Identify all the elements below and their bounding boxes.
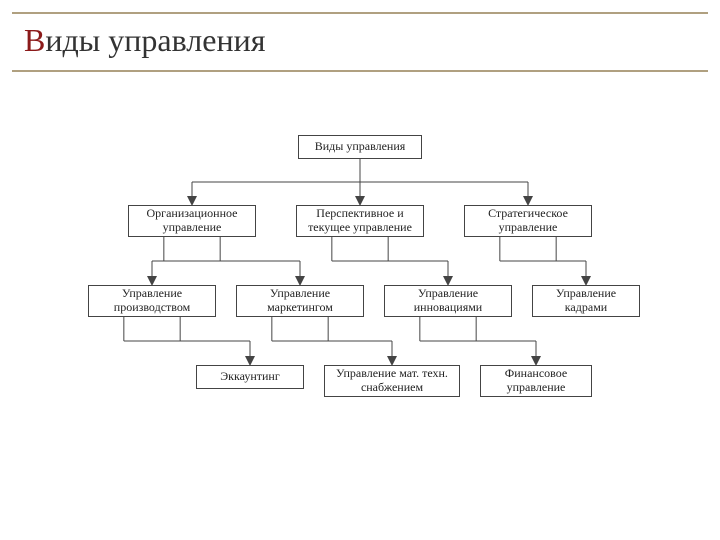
node-l3c: Управление инновациями [384, 285, 512, 317]
node-l3d: Управление кадрами [532, 285, 640, 317]
node-l4c: Финансовое управление [480, 365, 592, 397]
page-title: Виды управления [24, 12, 265, 68]
title-rest: иды управления [45, 22, 265, 58]
node-l2c: Стратегическое управление [464, 205, 592, 237]
node-l4b: Управление мат. техн. снабжением [324, 365, 460, 397]
node-l3b: Управление маркетингом [236, 285, 364, 317]
title-accent: В [24, 22, 45, 58]
hierarchy-diagram: Виды управления Организационное управлени… [0, 120, 720, 500]
node-l4a: Эккаунтинг [196, 365, 304, 389]
node-l2a: Организационное управление [128, 205, 256, 237]
node-l3a: Управление производством [88, 285, 216, 317]
node-root: Виды управления [298, 135, 422, 159]
node-l2b: Перспективное и текущее управление [296, 205, 424, 237]
